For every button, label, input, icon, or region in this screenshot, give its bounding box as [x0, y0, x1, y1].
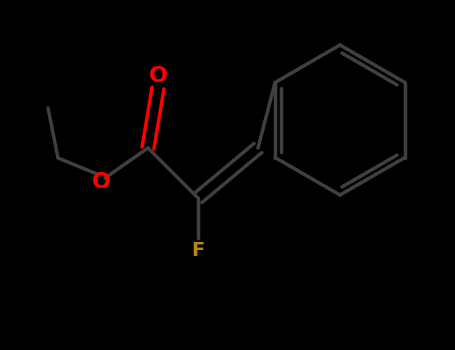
Text: O: O: [148, 66, 167, 86]
Text: F: F: [192, 240, 205, 259]
Text: O: O: [91, 172, 111, 192]
